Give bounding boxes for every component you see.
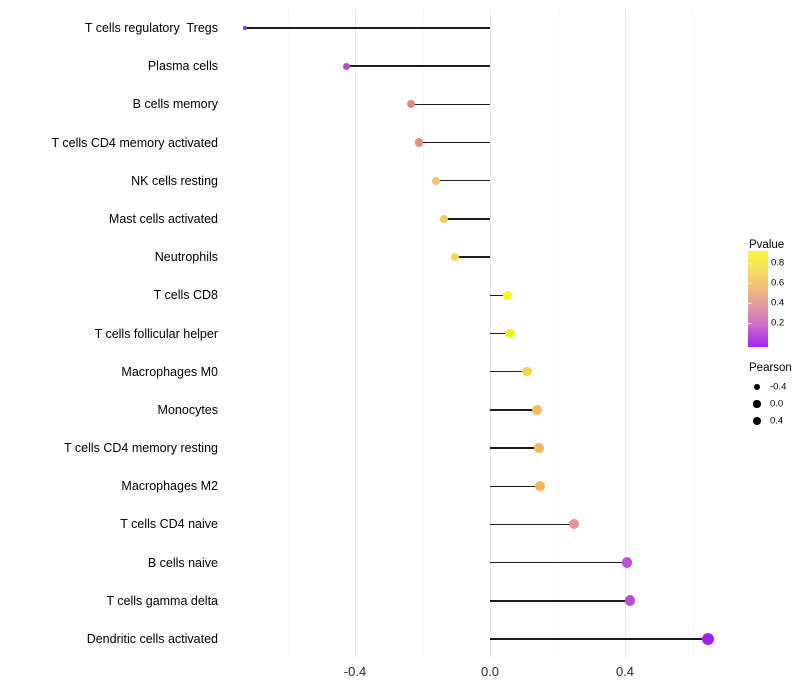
lollipop-stem <box>490 332 510 335</box>
lollipop-dot <box>569 519 580 530</box>
major-gridline <box>355 9 356 658</box>
lollipop-stem <box>490 485 540 487</box>
lollipop-stem <box>444 218 490 220</box>
lollipop-dot <box>624 595 636 607</box>
y-axis-category-label: Dendritic cells activated <box>86 632 218 647</box>
minor-gridline <box>422 9 424 658</box>
lollipop-stem <box>490 600 631 602</box>
minor-gridline <box>557 9 559 658</box>
y-axis-category-label: T cells gamma delta <box>106 593 218 608</box>
y-axis-category-label: T cells CD4 naive <box>120 517 218 532</box>
lollipop-stem <box>436 180 490 182</box>
minor-gridline <box>287 9 289 658</box>
y-axis-category-label: Macrophages M2 <box>121 479 218 494</box>
pearson-size-dot <box>753 400 761 408</box>
y-axis-category-label: Monocytes <box>157 402 218 417</box>
lollipop-dot <box>431 176 441 185</box>
pearson-size-dot <box>754 384 760 390</box>
y-axis-category-label: B cells memory <box>132 97 218 112</box>
lollipop-stem <box>490 447 539 449</box>
lollipop-stem <box>490 409 537 411</box>
lollipop-dot <box>621 557 633 569</box>
lollipop-stem <box>346 65 490 67</box>
x-axis-tick-label: 0.0 <box>480 664 500 679</box>
pearson-size-label: 0.0 <box>770 398 784 410</box>
y-axis-category-label: Mast cells activated <box>108 211 218 226</box>
lollipop-stem <box>244 27 490 29</box>
y-axis-category-label: T cells CD4 memory resting <box>64 441 218 456</box>
lollipop-dot <box>503 290 513 300</box>
pearson-size-dot <box>752 416 762 426</box>
lollipop-dot <box>439 214 449 224</box>
y-axis-category-label: Plasma cells <box>147 59 218 74</box>
pvalue-bar-tick-mark <box>748 323 752 324</box>
pearson-size-label: -0.4 <box>770 381 787 393</box>
lollipop-dot <box>243 26 247 30</box>
lollipop-dot <box>535 481 545 492</box>
major-gridline <box>625 9 626 658</box>
lollipop-dot <box>407 100 416 109</box>
y-axis-category-label: Macrophages M0 <box>121 364 218 379</box>
x-axis-tick-label: 0.4 <box>615 664 635 679</box>
lollipop-dot <box>532 405 542 415</box>
lollipop-stem <box>490 371 528 373</box>
pvalue-tick-label: 0.4 <box>771 297 785 309</box>
lollipop-stem <box>490 561 628 564</box>
legend-pvalue-title: Pvalue <box>749 239 785 251</box>
x-axis-tick-label: -0.4 <box>343 664 367 679</box>
lollipop-dot <box>343 62 351 70</box>
y-axis-category-label: NK cells resting <box>131 173 218 188</box>
lollipop-dot <box>450 252 460 262</box>
y-axis-category-label: Neutrophils <box>154 250 218 265</box>
lollipop-stem <box>454 256 490 258</box>
pvalue-tick-label: 0.6 <box>771 277 785 289</box>
lollipop-stem <box>490 638 709 640</box>
y-axis-category-label: B cells naive <box>147 555 218 570</box>
pearson-size-label: 0.4 <box>770 415 784 427</box>
y-axis-category-label: T cells regulatory Tregs <box>84 21 218 35</box>
pvalue-gradient-bar <box>748 251 768 347</box>
lollipop-stem <box>411 103 490 106</box>
lollipop-dot <box>701 632 715 646</box>
lollipop-stem <box>419 141 490 144</box>
pvalue-tick-label: 0.8 <box>771 257 785 269</box>
lollipop-dot <box>522 367 532 377</box>
lollipop-stem <box>490 523 575 526</box>
lollipop-dot <box>534 443 544 453</box>
y-axis-category-label: T cells CD8 <box>153 288 218 303</box>
y-axis-category-label: T cells CD4 memory activated <box>51 135 219 150</box>
pvalue-bar-tick-mark <box>748 263 752 264</box>
legend-pearson-title: Pearson <box>749 362 792 374</box>
pvalue-bar-tick-mark <box>748 303 752 304</box>
lollipop-stem <box>490 294 508 297</box>
y-axis-category-label: T cells follicular helper <box>94 326 218 341</box>
lollipop-dot <box>505 328 515 339</box>
pvalue-tick-label: 0.2 <box>771 317 785 329</box>
lollipop-dot <box>415 138 424 147</box>
minor-gridline <box>692 9 694 658</box>
pvalue-bar-tick-mark <box>748 283 752 284</box>
